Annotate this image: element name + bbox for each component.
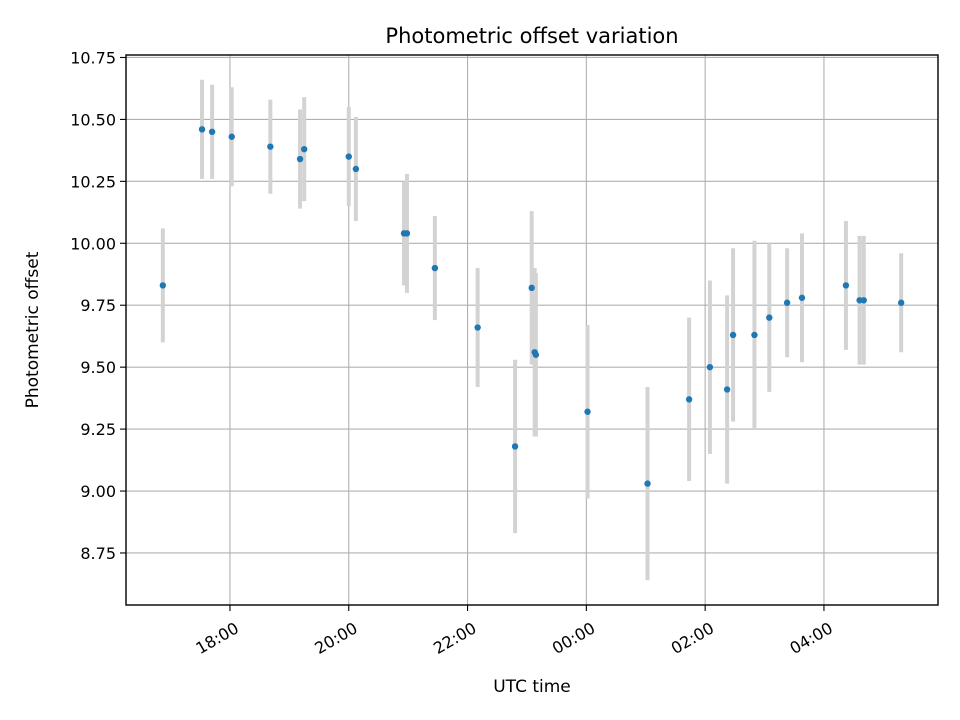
data-point: [860, 297, 867, 304]
y-tick-label: 9.25: [80, 420, 116, 439]
data-point: [723, 386, 731, 393]
y-tick-label: 9.75: [80, 296, 116, 315]
y-tick-label: 10.50: [70, 110, 116, 129]
y-tick-label: 10.00: [70, 234, 116, 253]
data-point: [198, 126, 206, 133]
chart-title: Photometric offset variation: [385, 24, 678, 48]
y-axis-label: Photometric offset: [23, 251, 43, 408]
data-point: [208, 128, 216, 136]
y-tick-label: 9.50: [80, 358, 116, 377]
data-point: [644, 480, 651, 487]
data-point: [511, 443, 519, 450]
data-point: [301, 145, 308, 153]
y-tick-label: 9.00: [80, 482, 116, 501]
y-tick-label: 10.25: [70, 172, 116, 191]
data-point: [528, 284, 535, 292]
data-point: [159, 282, 167, 289]
plot-frame: [125, 54, 939, 606]
data-point: [403, 230, 411, 237]
data-point: [474, 324, 481, 331]
data-point: [296, 155, 304, 163]
data-point: [751, 331, 758, 339]
data-point: [267, 143, 274, 150]
y-tick-label: 8.75: [80, 544, 116, 563]
data-point: [706, 363, 714, 371]
y-tick-label: 10.75: [70, 48, 116, 67]
data-point: [431, 264, 439, 272]
data-points: [159, 126, 905, 487]
data-point: [729, 331, 737, 339]
data-point: [897, 299, 905, 306]
data-point: [532, 351, 540, 358]
data-point: [783, 299, 791, 306]
data-point: [228, 133, 235, 140]
data-point: [345, 153, 352, 160]
data-point: [685, 396, 693, 403]
y-axis-ticks: 8.75 9.00 9.25 9.50 9.75 10.00 10.25 10.50 10.75: [70, 48, 126, 563]
data-point: [352, 165, 360, 173]
data-point: [766, 314, 773, 321]
data-point: [798, 294, 806, 301]
data-point: [842, 282, 850, 289]
data-point: [584, 408, 591, 415]
x-axis-label: UTC time: [493, 677, 571, 697]
